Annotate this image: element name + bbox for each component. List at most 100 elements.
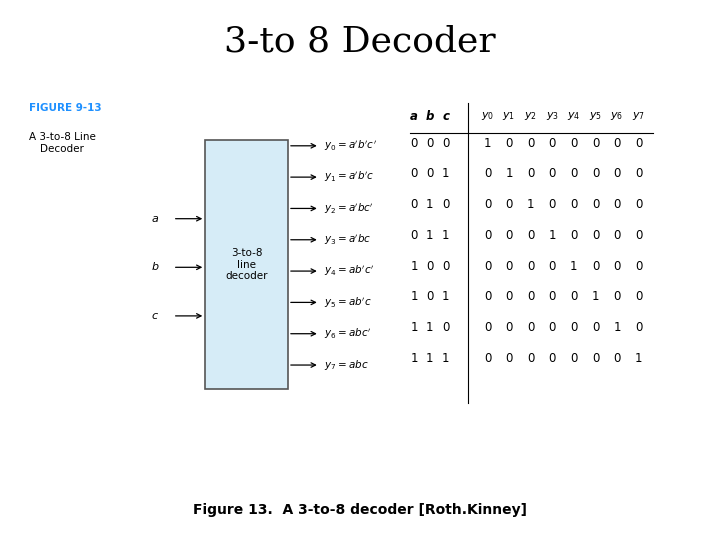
Text: 0: 0 (635, 260, 642, 273)
Text: 0: 0 (527, 137, 534, 150)
Text: 0: 0 (570, 229, 577, 242)
Text: FIGURE 9-13: FIGURE 9-13 (29, 103, 102, 113)
Text: 1: 1 (410, 321, 418, 334)
Text: 1: 1 (426, 321, 433, 334)
Text: 0: 0 (484, 167, 491, 180)
Text: 0: 0 (505, 229, 513, 242)
Text: 0: 0 (410, 229, 418, 242)
Text: 0: 0 (592, 167, 599, 180)
Text: 1: 1 (426, 352, 433, 365)
Text: 0: 0 (426, 137, 433, 150)
Text: $y_6$: $y_6$ (611, 110, 624, 122)
Text: 0: 0 (426, 167, 433, 180)
Text: a: a (151, 214, 158, 224)
Text: A 3-to-8 Line
Decoder: A 3-to-8 Line Decoder (29, 132, 96, 154)
Text: 0: 0 (549, 291, 556, 303)
Text: $y_7$: $y_7$ (632, 110, 645, 122)
Text: 0: 0 (549, 198, 556, 211)
Text: 0: 0 (613, 291, 621, 303)
Text: 1: 1 (613, 321, 621, 334)
Text: 0: 0 (635, 137, 642, 150)
Text: 0: 0 (592, 198, 599, 211)
Text: 0: 0 (484, 260, 491, 273)
Text: $y_4 = ab'c'$: $y_4 = ab'c'$ (324, 264, 374, 278)
Text: 1: 1 (505, 167, 513, 180)
Text: 0: 0 (442, 198, 449, 211)
Text: $y_3$: $y_3$ (546, 110, 559, 122)
Text: 0: 0 (505, 291, 513, 303)
Text: c: c (442, 110, 449, 123)
Text: 0: 0 (484, 229, 491, 242)
Text: 3-to 8 Decoder: 3-to 8 Decoder (224, 24, 496, 58)
Text: 1: 1 (592, 291, 599, 303)
Text: 1: 1 (442, 167, 449, 180)
Text: 0: 0 (505, 137, 513, 150)
Text: 0: 0 (442, 260, 449, 273)
Text: 0: 0 (570, 137, 577, 150)
Text: 0: 0 (505, 260, 513, 273)
Text: $y_2$: $y_2$ (524, 110, 537, 122)
Text: 1: 1 (410, 260, 418, 273)
Text: 0: 0 (426, 260, 433, 273)
Bar (205, 140, 288, 389)
Text: 1: 1 (426, 198, 433, 211)
Text: 0: 0 (613, 137, 621, 150)
Text: 0: 0 (410, 198, 418, 211)
Text: 0: 0 (592, 229, 599, 242)
Text: 0: 0 (592, 137, 599, 150)
Text: 0: 0 (442, 137, 449, 150)
Text: $y_6 = abc'$: $y_6 = abc'$ (324, 327, 371, 341)
Text: 0: 0 (549, 352, 556, 365)
Text: 0: 0 (613, 229, 621, 242)
Text: $y_5$: $y_5$ (589, 110, 602, 122)
Text: 0: 0 (635, 291, 642, 303)
Text: 1: 1 (442, 291, 449, 303)
Text: 0: 0 (570, 352, 577, 365)
Text: $y_4$: $y_4$ (567, 110, 580, 122)
Text: 0: 0 (484, 198, 491, 211)
Text: 0: 0 (527, 229, 534, 242)
Text: 0: 0 (613, 260, 621, 273)
Text: 1: 1 (549, 229, 556, 242)
Text: 0: 0 (570, 198, 577, 211)
Text: 0: 0 (527, 321, 534, 334)
Text: 0: 0 (613, 167, 621, 180)
Text: 0: 0 (426, 291, 433, 303)
Text: 3-to-8
line
decoder: 3-to-8 line decoder (225, 248, 268, 281)
Text: 0: 0 (549, 167, 556, 180)
Text: 0: 0 (505, 352, 513, 365)
Text: 1: 1 (484, 137, 491, 150)
Text: $y_2 = a'bc'$: $y_2 = a'bc'$ (324, 201, 374, 215)
Text: 0: 0 (410, 167, 418, 180)
Text: 1: 1 (410, 291, 418, 303)
Text: Figure 13.  A 3-to-8 decoder [Roth.Kinney]: Figure 13. A 3-to-8 decoder [Roth.Kinney… (193, 503, 527, 517)
Text: 1: 1 (527, 198, 534, 211)
Text: c: c (152, 311, 158, 321)
Text: 0: 0 (613, 198, 621, 211)
Text: 1: 1 (442, 352, 449, 365)
Text: 0: 0 (570, 321, 577, 334)
Text: 1: 1 (426, 229, 433, 242)
Text: 0: 0 (410, 137, 418, 150)
Text: 0: 0 (613, 352, 621, 365)
Text: 1: 1 (570, 260, 577, 273)
Text: $y_5 = ab'c$: $y_5 = ab'c$ (324, 295, 372, 309)
Text: $y_0 = a'b'c'$: $y_0 = a'b'c'$ (324, 139, 377, 153)
Text: 0: 0 (635, 321, 642, 334)
Text: 0: 0 (505, 198, 513, 211)
Text: 0: 0 (592, 260, 599, 273)
Text: 0: 0 (442, 321, 449, 334)
Text: 0: 0 (549, 137, 556, 150)
Text: 0: 0 (484, 291, 491, 303)
Text: 1: 1 (410, 352, 418, 365)
Text: $y_0$: $y_0$ (481, 110, 494, 122)
Text: 0: 0 (635, 229, 642, 242)
Text: 0: 0 (635, 167, 642, 180)
Text: a: a (410, 110, 418, 123)
Text: 0: 0 (570, 291, 577, 303)
Text: $y_3 = a'bc$: $y_3 = a'bc$ (324, 233, 372, 247)
Text: 0: 0 (527, 352, 534, 365)
Text: b: b (151, 262, 158, 272)
Text: 0: 0 (592, 352, 599, 365)
Text: 0: 0 (527, 291, 534, 303)
